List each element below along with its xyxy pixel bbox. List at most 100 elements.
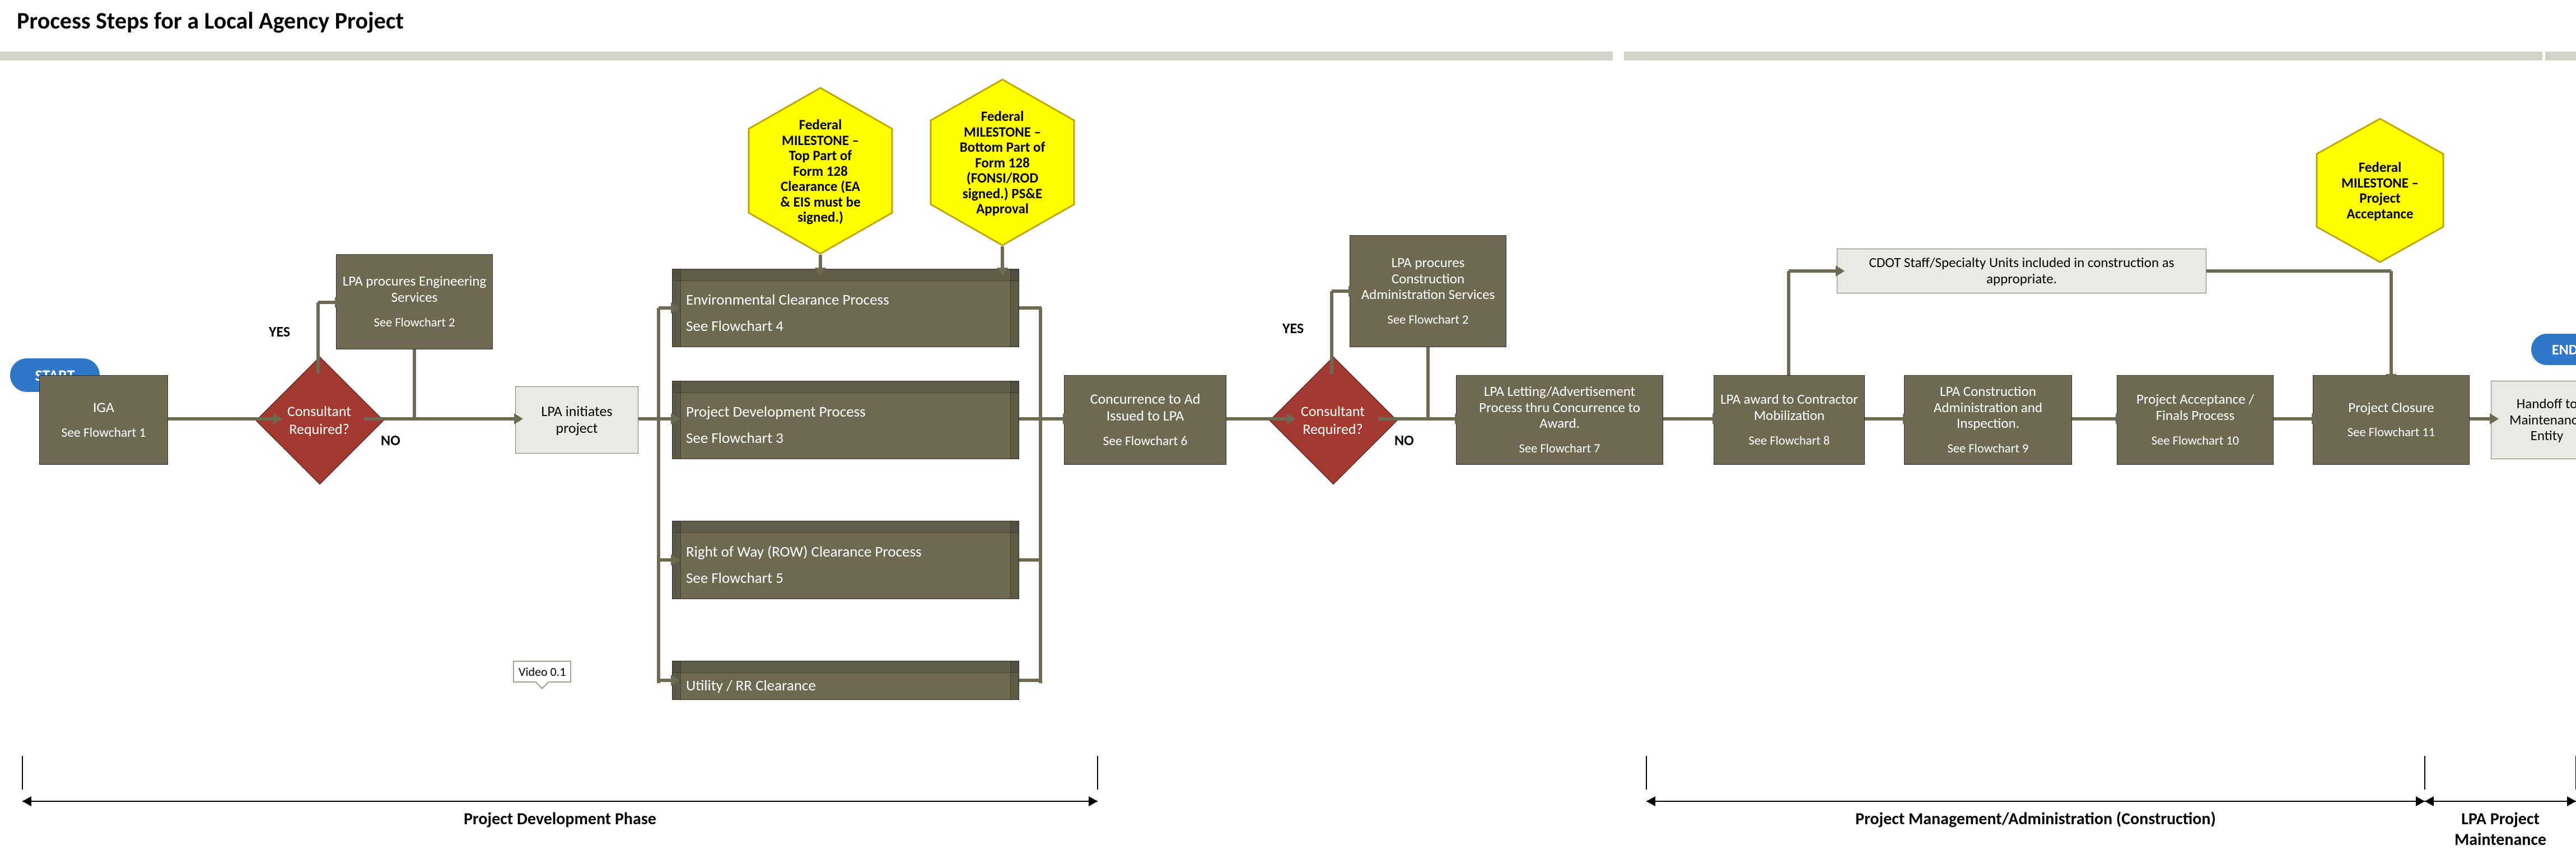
node-accept: Project Acceptance / Finals ProcessSee F… (2117, 375, 2274, 465)
flowchart-canvas: Process Steps for a Local Agency Project… (0, 0, 2576, 840)
node-p_util: Utility / RR Clearance (672, 661, 1019, 700)
connector (1039, 308, 1042, 683)
arrowhead-right (1712, 413, 1721, 424)
connector (2274, 417, 2313, 421)
arrowhead-right (671, 675, 680, 686)
connector (657, 308, 660, 683)
connector (413, 349, 416, 419)
connector (1787, 271, 1790, 375)
connector (318, 301, 336, 304)
arrowhead-right (1348, 286, 1357, 297)
arrowhead-right (273, 413, 282, 424)
node-cdot: CDOT Staff/Specialty Units included in c… (1837, 249, 2206, 293)
node-eng: LPA procures Engineering ServicesSee Flo… (336, 254, 493, 349)
connector (2206, 269, 2391, 273)
arrowhead-right (2116, 413, 2125, 424)
phase-label: LPA Project Maintenance (2425, 809, 2576, 850)
node-closure: Project Closure See Flowchart 11 (2313, 375, 2470, 465)
process-title: Utility / RR Clearance (686, 676, 1005, 695)
node-award: LPA award to Contractor MobilizationSee … (1714, 375, 1865, 465)
box-subtitle: See Flowchart 2 (1388, 313, 1469, 328)
connector (1426, 347, 1430, 419)
node-p_dev: Project Development Process See Flowchart… (672, 381, 1019, 459)
arrowhead-down (815, 268, 826, 277)
process-subtitle: See Flowchart 5 (686, 569, 1005, 587)
connector (1226, 417, 1288, 421)
process-title: Project Development Process (686, 403, 1005, 421)
box-title: Handoff to Maintenance Entity (2497, 396, 2576, 444)
phase-tick (1646, 756, 1647, 790)
node-p_row: Right of Way (ROW) Clearance Process See … (672, 521, 1019, 599)
box-title: Project Closure (2348, 400, 2434, 416)
connector (316, 302, 320, 374)
edge-label-no2: NO (1394, 431, 1414, 449)
connector (1001, 246, 1004, 269)
connector (659, 679, 672, 682)
box-subtitle: See Flowchart 8 (1749, 434, 1830, 449)
phase-cap-right (2567, 796, 2576, 806)
arrowhead-right (514, 413, 523, 424)
milestone-label: FederalMILESTONE –Top Part ofForm 128Cle… (759, 117, 883, 225)
arrowhead-right (1287, 413, 1296, 424)
node-cas: LPA procures Construction Administration… (1350, 235, 1506, 347)
connector (1019, 679, 1042, 682)
connector (659, 417, 672, 421)
box-title: LPA Letting/Advertisement Process thru C… (1462, 384, 1657, 432)
phase-tick (2424, 756, 2425, 790)
arrowhead-down (997, 268, 1008, 277)
edge-label-yes2: YES (1282, 319, 1304, 337)
milestone-h2: FederalMILESTONE –Bottom Part ofForm 128… (930, 78, 1075, 246)
connector (414, 417, 515, 421)
phase-cap-left (2425, 796, 2434, 806)
arrowhead-right (2312, 413, 2321, 424)
node-handoff: Handoff to Maintenance Entity (2491, 381, 2576, 459)
phase-cap-right (2416, 796, 2425, 806)
decision-d1: Consultant Required? (274, 375, 364, 465)
video-tag: Video 0.1 (513, 661, 571, 683)
box-title: IGA (93, 399, 114, 416)
phase-cap-left (1646, 796, 1655, 806)
box-title: LPA Construction Administration and Insp… (1910, 384, 2066, 432)
process-title: Right of Way (ROW) Clearance Process (686, 543, 1005, 561)
edge-label-no1: NO (381, 431, 400, 449)
box-subtitle: See Flowchart 6 (1103, 434, 1188, 449)
phase-tick (1097, 756, 1098, 790)
connector (659, 306, 672, 310)
node-admin: LPA Construction Administration and Insp… (1904, 375, 2072, 465)
milestone-h3: FederalMILESTONE –ProjectAcceptance (2316, 118, 2444, 263)
edge-label-yes1: YES (269, 323, 290, 340)
box-title: LPA initiates project (521, 403, 632, 437)
box-subtitle: See Flowchart 10 (2152, 434, 2239, 449)
box-subtitle: See Flowchart 11 (2348, 426, 2435, 440)
connector (1040, 417, 1064, 421)
connector (2470, 417, 2491, 421)
arrowhead-right (1836, 265, 1845, 277)
connector (2390, 271, 2393, 375)
node-p_env: Environmental Clearance ProcessSee Flowc… (672, 269, 1019, 347)
milestone-label: FederalMILESTONE –Bottom Part ofForm 128… (941, 109, 1065, 217)
box-subtitle: See Flowchart 2 (374, 316, 455, 330)
connector (1019, 558, 1042, 562)
header-rule (1624, 52, 2542, 60)
phase-cap-left (22, 796, 31, 806)
connector (1663, 417, 1714, 421)
node-let: LPA Letting/Advertisement Process thru C… (1456, 375, 1663, 465)
phase-label: Project Management/Administration (Const… (1646, 809, 2425, 829)
box-subtitle: See Flowchart 1 (62, 426, 146, 441)
box-title: CDOT Staff/Specialty Units included in c… (1843, 255, 2200, 287)
end-terminator: END (2531, 334, 2576, 365)
box-subtitle: See Flowchart 9 (1948, 442, 2029, 456)
connector (168, 417, 274, 421)
connector (2072, 417, 2117, 421)
phase-label: Project Development Phase (22, 809, 1098, 829)
arrowhead-right (671, 413, 680, 424)
process-subtitle: See Flowchart 3 (686, 429, 1005, 447)
phase-line (1646, 801, 2425, 802)
milestone-label: FederalMILESTONE –ProjectAcceptance (2325, 160, 2435, 221)
phase-line (22, 801, 1098, 802)
phase-tick (22, 756, 23, 790)
arrowhead-right (1063, 413, 1072, 424)
node-conc: Concurrence to Ad Issued to LPASee Flowc… (1064, 375, 1226, 465)
connector (1332, 289, 1350, 293)
connector (819, 255, 822, 269)
